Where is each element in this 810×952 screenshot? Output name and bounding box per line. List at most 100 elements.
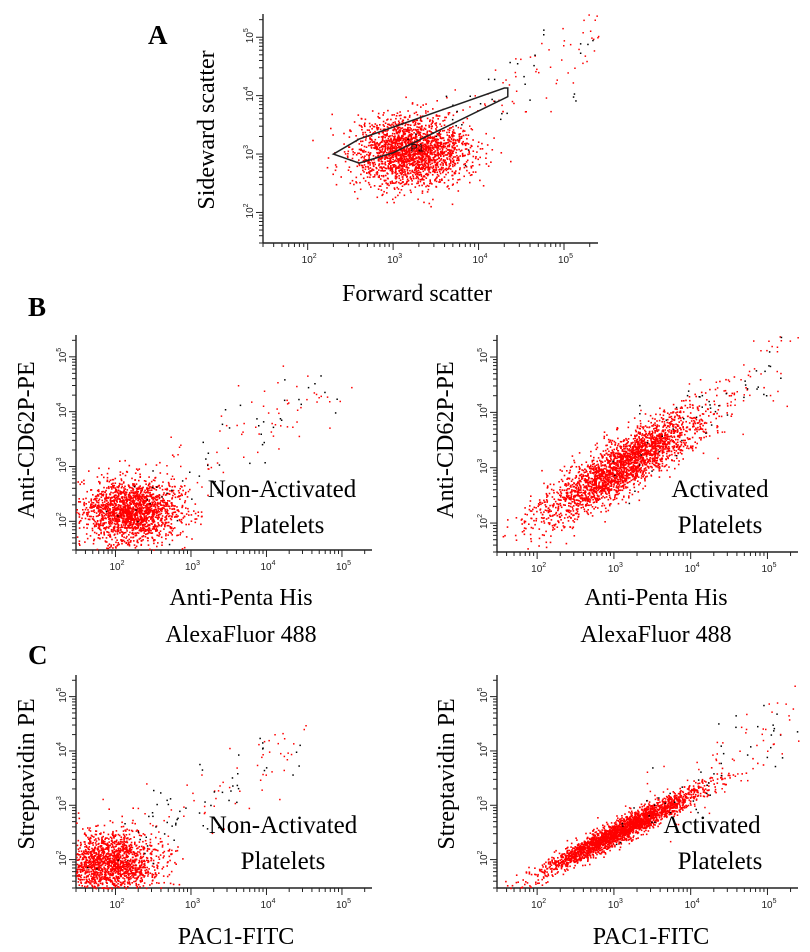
event-point (409, 172, 412, 174)
event-point (359, 181, 361, 184)
event-point (462, 140, 464, 143)
event-point (391, 168, 394, 171)
event-point (92, 516, 95, 518)
event-point (574, 67, 576, 69)
event-point (656, 428, 658, 431)
event-point (162, 504, 164, 507)
event-point (307, 386, 310, 389)
event-point (106, 499, 108, 502)
event-point (442, 137, 445, 139)
event-point (406, 151, 408, 154)
event-point (441, 151, 443, 154)
event-point (143, 502, 145, 505)
event-point (439, 164, 442, 166)
event-point (119, 506, 122, 509)
event-point (155, 514, 158, 517)
event-point (110, 486, 112, 488)
event-point (179, 498, 181, 500)
event-point (120, 510, 122, 512)
event-point (283, 399, 286, 402)
event-point (114, 519, 116, 522)
event-point (431, 183, 433, 185)
event-point (111, 500, 113, 502)
event-point (320, 375, 322, 377)
event-point (112, 506, 114, 509)
event-point (415, 177, 417, 180)
event-point (133, 493, 136, 495)
event-point (445, 95, 448, 98)
event-point (147, 544, 150, 546)
event-point (124, 506, 126, 508)
event-point (159, 496, 161, 499)
event-point (243, 422, 245, 425)
event-point (169, 507, 171, 510)
event-point (702, 430, 705, 433)
event-point (271, 422, 273, 425)
event-point (364, 139, 367, 141)
event-point (452, 125, 454, 128)
event-point (370, 186, 372, 188)
event-point (171, 539, 174, 542)
event-point (174, 515, 177, 518)
event-point (277, 382, 279, 384)
event-point (107, 501, 109, 504)
event-point (191, 498, 193, 500)
event-point (102, 524, 104, 526)
x-tick-label: 102 (109, 560, 124, 573)
event-point (153, 488, 156, 490)
event-point (414, 140, 416, 142)
event-point (394, 175, 397, 177)
event-point (148, 502, 150, 505)
event-point (455, 170, 457, 172)
event-point (181, 494, 183, 497)
event-point (604, 521, 606, 523)
event-point (472, 150, 475, 152)
event-point (151, 509, 154, 512)
event-point (228, 427, 231, 429)
event-point (177, 454, 179, 456)
event-point (113, 494, 116, 497)
event-point (103, 515, 106, 517)
event-point (441, 168, 443, 170)
event-point (104, 491, 106, 493)
event-point (121, 497, 123, 499)
event-point (424, 146, 427, 149)
event-point (436, 144, 439, 147)
event-point (419, 153, 422, 155)
event-point (377, 128, 379, 130)
event-point (194, 512, 197, 515)
event-point (144, 501, 146, 504)
event-point (94, 505, 97, 507)
event-point (404, 158, 406, 161)
event-point (171, 503, 173, 506)
event-point (451, 118, 454, 121)
event-point (392, 170, 394, 173)
event-point (384, 147, 387, 149)
event-point (464, 163, 466, 165)
event-point (135, 534, 138, 537)
event-point (137, 526, 139, 528)
event-point (149, 518, 152, 520)
event-point (131, 510, 134, 512)
event-point (103, 512, 105, 515)
event-point (366, 176, 369, 178)
event-point (316, 401, 318, 403)
event-point (389, 143, 391, 145)
event-point (150, 529, 152, 532)
event-point (415, 148, 418, 150)
event-point (200, 511, 203, 513)
event-point (730, 394, 733, 397)
event-point (141, 509, 144, 512)
event-point (332, 134, 334, 136)
event-point (130, 527, 133, 529)
event-point (131, 517, 134, 519)
event-point (363, 149, 365, 152)
event-point (700, 428, 703, 430)
event-point (438, 115, 441, 117)
event-point (366, 153, 368, 156)
event-point (442, 120, 444, 122)
event-point (161, 501, 164, 503)
event-point (394, 138, 397, 141)
event-point (166, 509, 169, 512)
event-point (402, 150, 404, 152)
